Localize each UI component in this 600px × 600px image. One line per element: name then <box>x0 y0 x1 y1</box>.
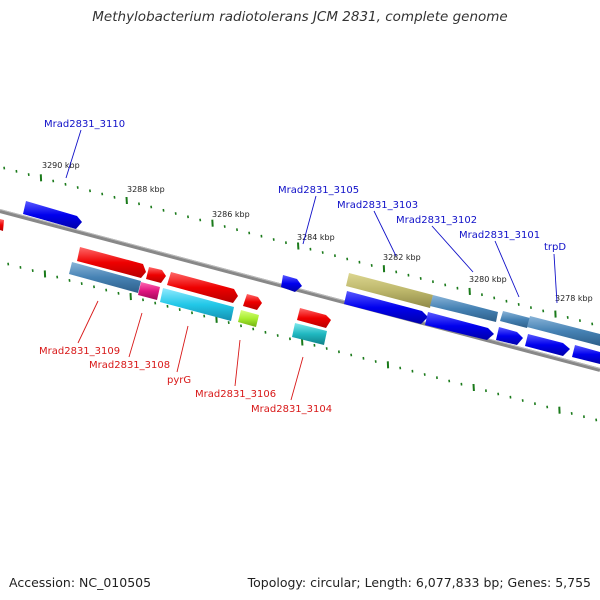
gene-fragment-left-edge[interactable] <box>0 219 4 231</box>
genome-backbone <box>0 209 600 372</box>
ruler-label: 3280 kbp <box>469 275 507 284</box>
gene-block-pyrg[interactable] <box>160 288 234 321</box>
forward-label-leaders <box>65 129 558 304</box>
gene-arrow-rev-1[interactable] <box>77 247 146 278</box>
gene-arrow-fwd-5[interactable] <box>572 345 600 364</box>
leader-mrad2831-3104 <box>290 356 304 401</box>
leader-mrad2831-3106 <box>234 339 241 387</box>
ruler-label: 3290 kbp <box>42 161 80 170</box>
leader-mrad2831-3101 <box>494 240 520 298</box>
gene-block-mrad2831-3109[interactable] <box>69 262 141 293</box>
gene-arrow-rev-4[interactable] <box>243 294 262 310</box>
gene-block-mrad2831-3104[interactable] <box>292 323 327 345</box>
gene-arrow-mrad2831-3104[interactable] <box>297 308 331 328</box>
leader-mrad2831-3110 <box>65 129 82 179</box>
gene-label-mrad2831-3108[interactable]: Mrad2831_3108 <box>89 360 170 371</box>
gene-label-mrad2831-3110[interactable]: Mrad2831_3110 <box>44 119 125 130</box>
gene-arrow-fwd-1[interactable] <box>344 291 428 324</box>
gene-label-mrad2831-3103[interactable]: Mrad2831_3103 <box>337 200 418 211</box>
ruler-label: 3282 kbp <box>383 253 421 262</box>
ruler-label: 3286 kbp <box>212 210 250 219</box>
ruler-label: 3284 kbp <box>297 233 335 242</box>
inner-tick-ruler <box>7 262 598 422</box>
gene-block-mrad2831-3103[interactable] <box>346 273 433 308</box>
ruler-labels: 3290 kbp 3288 kbp 3286 kbp 3284 kbp 3282… <box>42 161 593 303</box>
gene-arrow-mrad2831-3110[interactable] <box>23 201 82 229</box>
genome-summary-text: Topology: circular; Length: 6,077,833 bp… <box>247 575 591 590</box>
gene-block-mrad2831-3102[interactable] <box>430 295 498 322</box>
leader-mrad2831-3108 <box>128 312 143 358</box>
gene-label-mrad2831-3109[interactable]: Mrad2831_3109 <box>39 346 120 357</box>
genome-backbone-highlight <box>0 209 600 369</box>
gene-arrow-rev-2[interactable] <box>146 267 166 283</box>
leader-mrad2831-3109 <box>77 300 99 344</box>
gene-block-mrad2831-3108[interactable] <box>138 282 160 300</box>
gene-arrow-fwd-4[interactable] <box>525 334 570 356</box>
reverse-gene-labels: Mrad2831_3109 Mrad2831_3108 pyrG Mrad283… <box>39 346 332 415</box>
reverse-strand-features <box>69 247 600 364</box>
outer-tick-ruler <box>3 166 594 326</box>
gene-label-mrad2831-3101[interactable]: Mrad2831_3101 <box>459 230 540 241</box>
gene-block-trpd[interactable] <box>527 316 600 346</box>
ruler-label: 3278 kbp <box>555 294 593 303</box>
gene-arrow-rev-3[interactable] <box>167 272 238 303</box>
gene-arrow-fwd-2[interactable] <box>425 312 494 340</box>
gene-label-mrad2831-3104[interactable]: Mrad2831_3104 <box>251 404 332 415</box>
ruler-label: 3288 kbp <box>127 185 165 194</box>
gene-block-mrad2831-3106[interactable] <box>238 310 259 327</box>
forward-strand-features <box>0 201 600 346</box>
forward-gene-labels: Mrad2831_3110 Mrad2831_3105 Mrad2831_310… <box>44 119 566 253</box>
leader-mrad2831-3102 <box>431 225 474 273</box>
leader-pyrg <box>176 325 189 373</box>
gene-label-pyrg[interactable]: pyrG <box>167 375 191 386</box>
gene-block-mrad2831-3101[interactable] <box>500 311 530 328</box>
leader-mrad2831-3103 <box>373 210 397 257</box>
gene-arrow-mrad2831-3105[interactable] <box>281 275 302 292</box>
gene-label-mrad2831-3106[interactable]: Mrad2831_3106 <box>195 389 276 400</box>
accession-text: Accession: NC_010505 <box>9 575 152 590</box>
genome-title: Methylobacterium radiotolerans JCM 2831,… <box>92 9 508 25</box>
gene-arrow-fwd-3[interactable] <box>496 327 523 345</box>
reverse-label-leaders <box>77 300 304 401</box>
gene-label-mrad2831-3105[interactable]: Mrad2831_3105 <box>278 185 359 196</box>
gene-label-trpd[interactable]: trpD <box>544 242 566 253</box>
leader-mrad2831-3105 <box>302 195 317 245</box>
gene-label-mrad2831-3102[interactable]: Mrad2831_3102 <box>396 215 477 226</box>
leader-trpd <box>553 253 558 304</box>
